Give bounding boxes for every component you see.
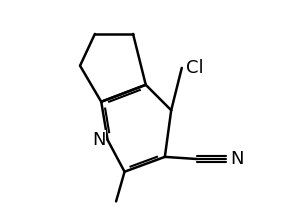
Text: N: N xyxy=(231,150,244,168)
Text: Cl: Cl xyxy=(186,59,204,77)
Text: N: N xyxy=(92,131,106,149)
